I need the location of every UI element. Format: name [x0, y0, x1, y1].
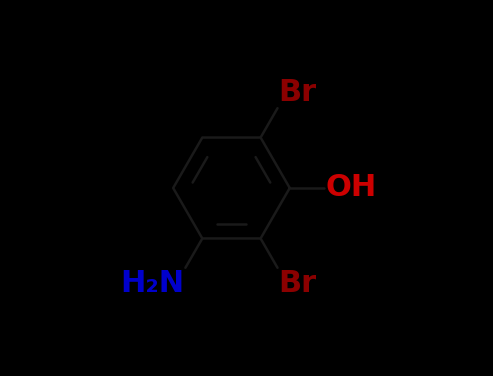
Text: Br: Br [279, 77, 317, 106]
Text: H₂N: H₂N [120, 270, 184, 299]
Text: OH: OH [325, 173, 377, 203]
Text: Br: Br [279, 270, 317, 299]
